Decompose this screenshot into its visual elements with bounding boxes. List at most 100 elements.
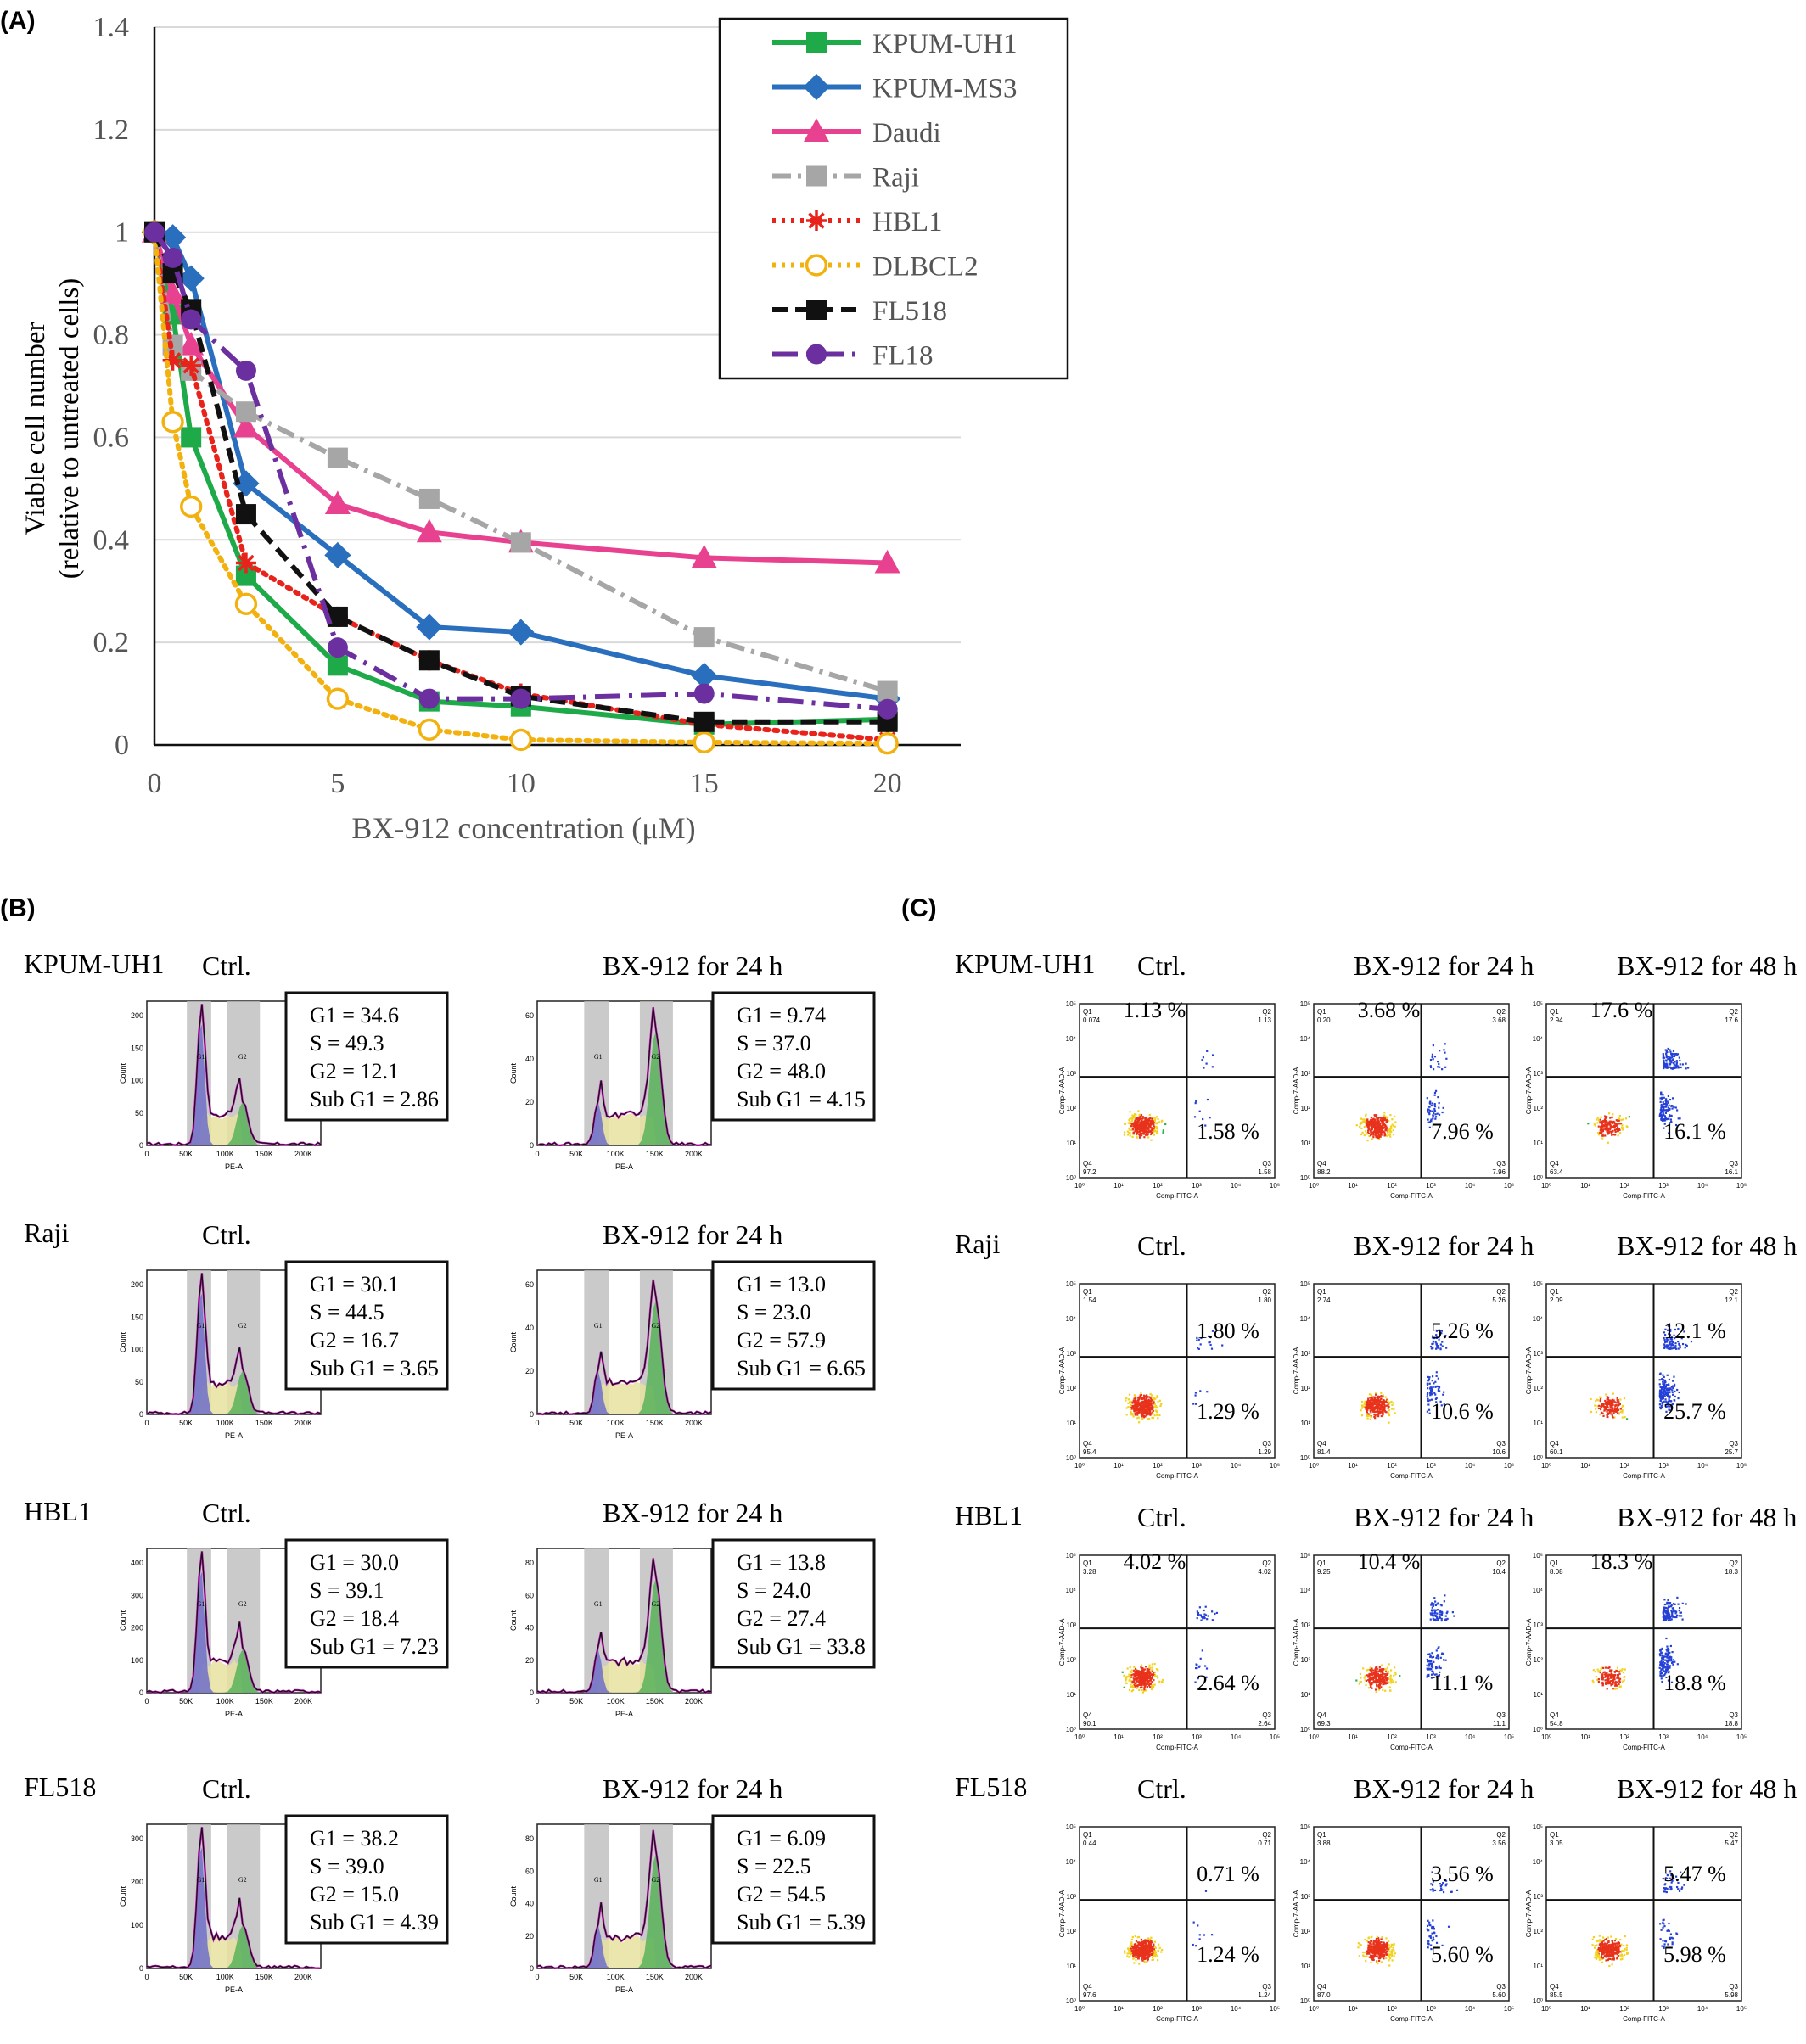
scatter-title: BX-912 for 24 h bbox=[1354, 1230, 1534, 1261]
legend-marker bbox=[806, 165, 827, 187]
legend-marker bbox=[805, 254, 828, 277]
x-axis-label: PE-A bbox=[615, 1431, 633, 1440]
data-point-dlbcl2 bbox=[180, 495, 203, 518]
scatter-frame bbox=[1313, 1554, 1510, 1730]
quadrant-name: Q3 bbox=[1262, 1983, 1271, 1991]
s-phase-fill bbox=[147, 1112, 321, 1145]
y-tick-label: 0 bbox=[115, 730, 129, 761]
x-tick-label: 10² bbox=[1387, 1182, 1397, 1190]
event-dots bbox=[1121, 1605, 1219, 1694]
y-tick-label: 10¹ bbox=[1066, 1420, 1076, 1427]
x-tick-label: 10¹ bbox=[1348, 1182, 1358, 1190]
gate-label: G1 bbox=[197, 1322, 205, 1330]
y-tick-label: 10⁵ bbox=[1533, 1280, 1543, 1288]
y-axis-label-group: Count bbox=[509, 1332, 518, 1353]
y-tick-label: 10⁴ bbox=[1300, 1858, 1311, 1866]
y-tick-label: 20 bbox=[525, 1932, 534, 1940]
y-tick-label: 10⁰ bbox=[1533, 1726, 1543, 1733]
quadrant-name: Q4 bbox=[1317, 1983, 1326, 1991]
x-tick-label: 10² bbox=[1619, 1182, 1629, 1190]
q2-percent: 5.47 % bbox=[1663, 1862, 1726, 1886]
quadrant-name: Q2 bbox=[1729, 1831, 1738, 1839]
y-axis-label-group: Comp-7-AAD-A bbox=[1058, 1067, 1066, 1114]
quadrant-value-q3: 7.96 bbox=[1492, 1168, 1506, 1176]
x-tick-label: 10⁰ bbox=[1074, 1733, 1085, 1741]
y-tick-label: 10⁴ bbox=[1533, 1587, 1544, 1594]
x-tick-label: 10⁴ bbox=[1465, 1182, 1476, 1190]
x-tick-label: 10⁰ bbox=[1541, 1733, 1551, 1741]
data-point-hbl1 bbox=[235, 552, 256, 574]
quadrant-name: Q1 bbox=[1550, 1560, 1559, 1567]
quadrant-name: Q2 bbox=[1729, 1008, 1738, 1016]
x-tick-label: 10⁵ bbox=[1736, 2005, 1747, 2013]
quadrant-value-q2: 12.1 bbox=[1725, 1296, 1738, 1304]
y-tick-label: 10³ bbox=[1300, 1350, 1310, 1358]
legend-label: HBL1 bbox=[872, 207, 943, 238]
panel-a-label: (A) bbox=[0, 7, 36, 35]
stats-line: G1 = 9.74 bbox=[737, 1003, 826, 1028]
y-tick-label: 10¹ bbox=[1533, 1963, 1543, 1970]
x-tick-label: 10² bbox=[1387, 1462, 1397, 1470]
x-tick-label: 10² bbox=[1619, 1462, 1629, 1470]
scatter-title: Ctrl. bbox=[1137, 1502, 1186, 1532]
x-tick-label: 0 bbox=[144, 1150, 149, 1158]
x-tick-label: 10⁰ bbox=[1309, 1733, 1319, 1741]
quadrant-name: Q4 bbox=[1083, 1160, 1092, 1168]
quadrant-name: Q3 bbox=[1262, 1711, 1271, 1719]
stats-line: S = 24.0 bbox=[737, 1578, 811, 1603]
scatter-title: Ctrl. bbox=[1137, 1773, 1186, 1804]
legend-label: FL518 bbox=[872, 296, 947, 327]
q2-percent: 4.02 % bbox=[1124, 1549, 1186, 1574]
data-point-dlbcl2 bbox=[876, 732, 899, 755]
stats-line: S = 44.5 bbox=[310, 1300, 384, 1324]
q2-percent: 1.13 % bbox=[1124, 998, 1186, 1022]
x-tick-label: 10³ bbox=[1658, 2005, 1669, 2013]
data-point-fl518 bbox=[418, 650, 440, 671]
y-tick-label: 10¹ bbox=[1300, 1140, 1310, 1147]
x-tick-label: 200K bbox=[685, 1697, 703, 1705]
y-tick-label: 10⁰ bbox=[1300, 1454, 1310, 1462]
quadrant-value-q2: 1.80 bbox=[1258, 1296, 1271, 1304]
x-tick-label: 10⁰ bbox=[1309, 1182, 1319, 1190]
y-tick-label: 20 bbox=[525, 1656, 534, 1665]
y-tick-label: 0 bbox=[139, 1410, 143, 1419]
x-axis-label: Comp-FITC-A bbox=[1390, 1472, 1433, 1480]
y-tick-label: 10¹ bbox=[1300, 1963, 1310, 1970]
q3-percent: 16.1 % bbox=[1663, 1119, 1726, 1144]
quadrant-name: Q4 bbox=[1083, 1711, 1092, 1719]
s-phase-fill bbox=[537, 1935, 711, 1968]
y-tick-label: 10⁵ bbox=[1533, 1552, 1543, 1560]
y-tick-label: 10² bbox=[1533, 1656, 1543, 1664]
quadrant-name: Q1 bbox=[1083, 1831, 1092, 1839]
y-tick-label: 0 bbox=[139, 1141, 143, 1150]
x-tick-label: 10⁴ bbox=[1231, 1733, 1242, 1741]
y-tick-label: 10¹ bbox=[1533, 1140, 1543, 1147]
event-dots bbox=[1587, 1047, 1690, 1144]
y-axis-label: Comp-7-AAD-A bbox=[1293, 1890, 1300, 1937]
s-phase-fill bbox=[537, 1380, 711, 1414]
x-axis-label: PE-A bbox=[225, 1710, 243, 1718]
y-tick-label: 40 bbox=[525, 1900, 534, 1908]
x-tick-label: 10⁵ bbox=[1270, 1462, 1280, 1470]
data-point-daudi bbox=[691, 544, 717, 568]
x-tick-label: 200K bbox=[685, 1150, 703, 1158]
x-tick-label: 150K bbox=[646, 1973, 664, 1981]
y-tick-label: 10⁰ bbox=[1300, 1174, 1310, 1182]
histogram-title: Ctrl. bbox=[202, 950, 251, 981]
y-tick-label: 10⁰ bbox=[1066, 1997, 1076, 2005]
q3-percent: 25.7 % bbox=[1663, 1399, 1726, 1424]
y-axis-label-group: Comp-7-AAD-A bbox=[1525, 1890, 1533, 1937]
cell-line-label: HBL1 bbox=[955, 1500, 1023, 1531]
legend-marker bbox=[806, 32, 827, 53]
x-tick-label: 10⁵ bbox=[1270, 1182, 1280, 1190]
stats-line: S = 37.0 bbox=[737, 1031, 811, 1056]
y-tick-label: 10³ bbox=[1066, 1070, 1076, 1078]
data-point-daudi bbox=[416, 518, 442, 543]
y-tick-label: 10³ bbox=[1300, 1070, 1310, 1078]
x-tick-label: 10³ bbox=[1426, 1733, 1436, 1741]
data-point-hbl1 bbox=[181, 355, 202, 376]
x-tick-label: 50K bbox=[569, 1419, 583, 1427]
stats-line: S = 22.5 bbox=[737, 1854, 811, 1879]
scatter-frame bbox=[1313, 1283, 1510, 1459]
y-axis-label-group: Count bbox=[119, 1886, 127, 1907]
